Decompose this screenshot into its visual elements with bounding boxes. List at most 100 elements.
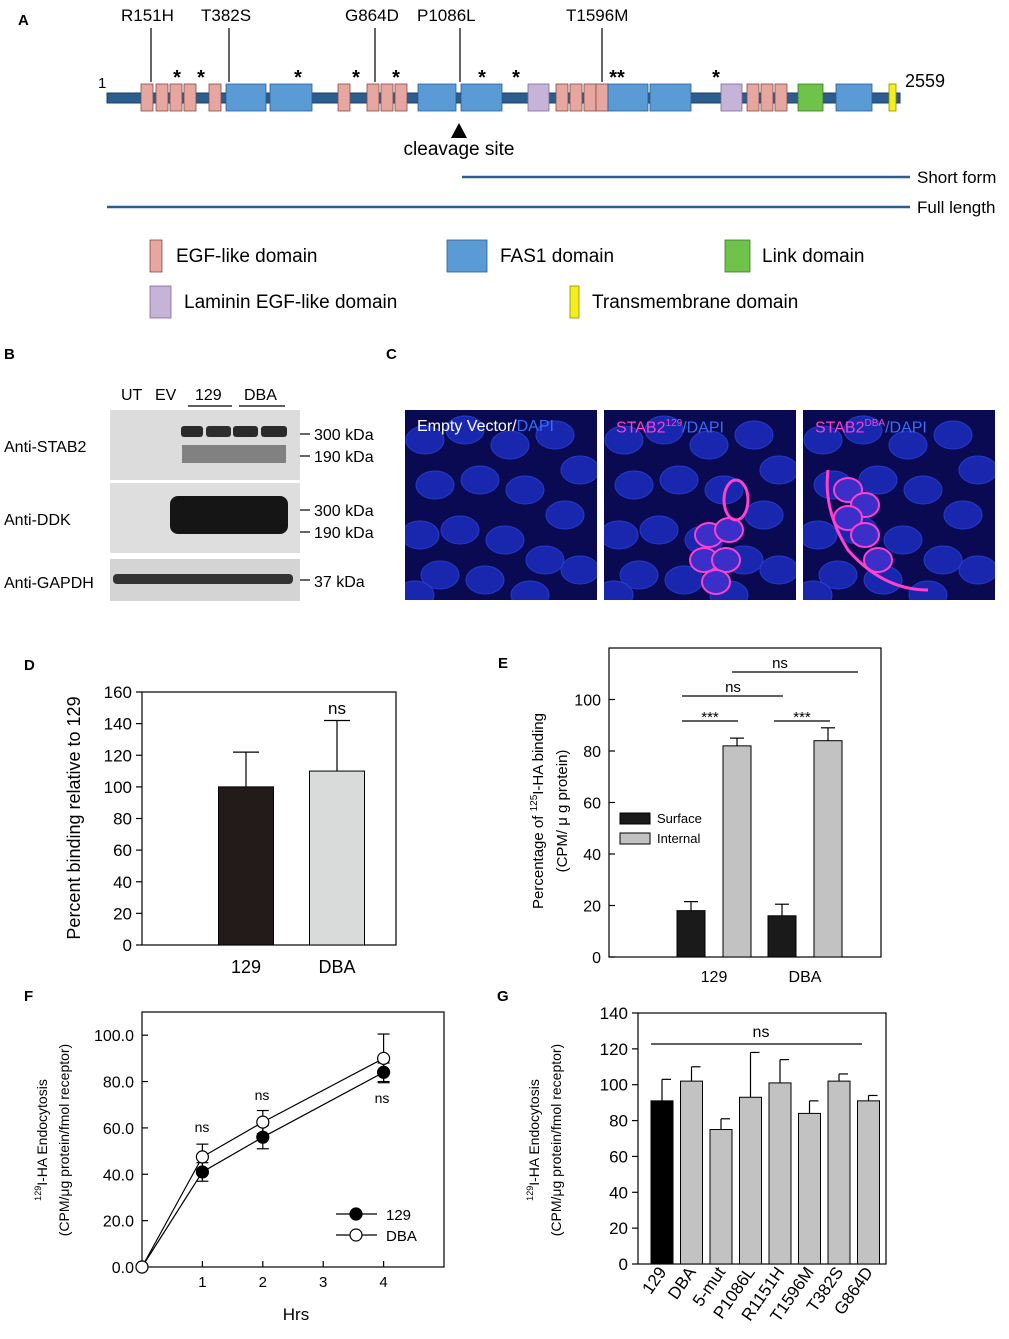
y-axis-subtitle: (CPM/μg protein/fmol receptor) — [548, 1044, 564, 1236]
svg-text:*: * — [197, 67, 205, 89]
domain-legend: EGF-like domain FAS1 domain Link domain … — [149, 239, 864, 319]
significance-label: ns — [725, 679, 741, 696]
y-tick-label: 60 — [609, 1147, 628, 1166]
nucleus — [505, 475, 545, 505]
micrograph-caption: STAB2DBA/DAPI — [815, 418, 927, 437]
y-axis-subtitle: (CPM/μg protein/fmol receptor) — [56, 1044, 72, 1236]
y-tick-label: 100 — [104, 778, 132, 797]
nucleus — [883, 525, 923, 555]
full-length-label: Full length — [917, 198, 995, 217]
laminin-egf-domain — [720, 83, 743, 112]
egf-domain — [595, 83, 609, 112]
blot-band — [170, 496, 288, 534]
svg-text:*: * — [294, 67, 302, 89]
significance-label: ns — [195, 1119, 210, 1135]
y-tick-label: 0 — [592, 950, 601, 967]
y-tick-label: 60.0 — [103, 1121, 134, 1138]
y-tick-label: 80 — [609, 1112, 628, 1131]
significance-label: ns — [772, 655, 788, 672]
protein-start-label: 1 — [98, 75, 106, 92]
fas1-domain — [417, 83, 457, 112]
nucleus — [818, 560, 858, 590]
nucleus — [734, 420, 774, 450]
bar — [709, 1129, 733, 1265]
series-line — [141, 1071, 384, 1268]
chart-g-plot: 020406080100120140129DBA5-mutP1086LR1151… — [525, 1004, 887, 1325]
nucleus — [659, 465, 699, 495]
svg-text:*: * — [478, 67, 486, 89]
fas1-domain — [607, 83, 649, 112]
egf-domain — [183, 83, 197, 112]
panel-f-letter: F — [24, 988, 33, 1005]
svg-text:*: * — [712, 67, 720, 89]
y-tick-label: 20 — [583, 899, 601, 916]
y-tick-label: 0.0 — [112, 1260, 134, 1277]
bar — [857, 1100, 880, 1265]
y-tick-label: 120 — [104, 746, 132, 765]
cleavage-site-label: cleavage site — [404, 139, 515, 160]
kda-marker: 300 kDa — [314, 503, 374, 520]
series-line — [141, 1057, 384, 1268]
egf-domain — [366, 83, 380, 112]
y-tick-label: 40 — [609, 1183, 628, 1202]
lane-label: EV — [155, 387, 177, 404]
fas1-domain — [225, 83, 267, 112]
nucleus — [858, 465, 898, 495]
panel-b-letter: B — [4, 346, 15, 363]
egf-domain — [394, 83, 408, 112]
legend-label: Laminin EGF-like domain — [184, 292, 397, 313]
y-tick-label: 0 — [619, 1255, 628, 1274]
nucleus — [888, 430, 928, 460]
x-tick-label: 1 — [198, 1274, 206, 1291]
panel-f: F 0.0 20.0 40.0 60.0 80.0 100.0 1 2 3 4 ns ns ns 129 D… — [24, 988, 445, 1324]
blot-band — [206, 426, 231, 437]
data-point — [195, 1150, 209, 1164]
y-tick-label: 100.0 — [94, 1028, 134, 1045]
nucleus — [445, 415, 485, 445]
bar — [739, 1096, 762, 1265]
y-tick-label: 20 — [113, 904, 132, 923]
x-tick-label: 129 — [701, 969, 728, 986]
y-tick-label: 120 — [600, 1040, 628, 1059]
bar — [680, 1080, 703, 1265]
link-domain — [797, 83, 824, 112]
y-tick-label: 20 — [609, 1219, 628, 1238]
legend-label: DBA — [386, 1228, 417, 1245]
legend-marker — [349, 1228, 363, 1242]
egf-domain — [155, 83, 169, 112]
egf-domain — [774, 83, 788, 112]
lane-label: 129 — [195, 387, 222, 404]
nucleus — [485, 525, 525, 555]
lane-label: UT — [121, 387, 143, 404]
bar — [798, 1112, 821, 1265]
blot-row-label: Anti-DDK — [4, 512, 71, 529]
chart-f-plot: 0.0 20.0 40.0 60.0 80.0 100.0 1 2 3 4 ns ns ns 129 DBA… — [33, 1011, 445, 1324]
blot-smear — [182, 445, 286, 463]
chart-d-plot: 0 20 40 60 80 100 120 140 160 129 DBA ns Percent bin… — [64, 683, 397, 977]
legend-label: EGF-like domain — [176, 246, 318, 267]
y-tick-label: 60 — [583, 796, 601, 813]
asterisk-marks: * * * * * * * ** * — [173, 67, 720, 89]
legend-marker — [349, 1207, 363, 1221]
nucleus — [639, 515, 679, 545]
egf-domain — [208, 83, 222, 112]
svg-text:*: * — [352, 67, 360, 89]
nucleus — [420, 560, 460, 590]
stained-cell — [850, 522, 880, 548]
nucleus — [405, 520, 440, 550]
nucleus — [933, 420, 973, 450]
nucleus — [405, 580, 435, 600]
x-tick-label: 3 — [319, 1274, 327, 1291]
nucleus — [689, 430, 729, 460]
egf-domain — [380, 83, 394, 112]
transmembrane-domain — [888, 83, 897, 112]
y-tick-label: 100 — [574, 693, 601, 710]
legend-label: Link domain — [762, 246, 864, 267]
y-tick-label: 0 — [123, 936, 132, 955]
nucleus — [923, 545, 963, 575]
panel-d: D 0 20 40 60 80 100 120 140 160 129 DBA ns Percent b… — [24, 657, 397, 977]
bar — [767, 915, 797, 958]
data-point — [377, 1051, 391, 1065]
protein-end-label: 2559 — [905, 71, 945, 91]
